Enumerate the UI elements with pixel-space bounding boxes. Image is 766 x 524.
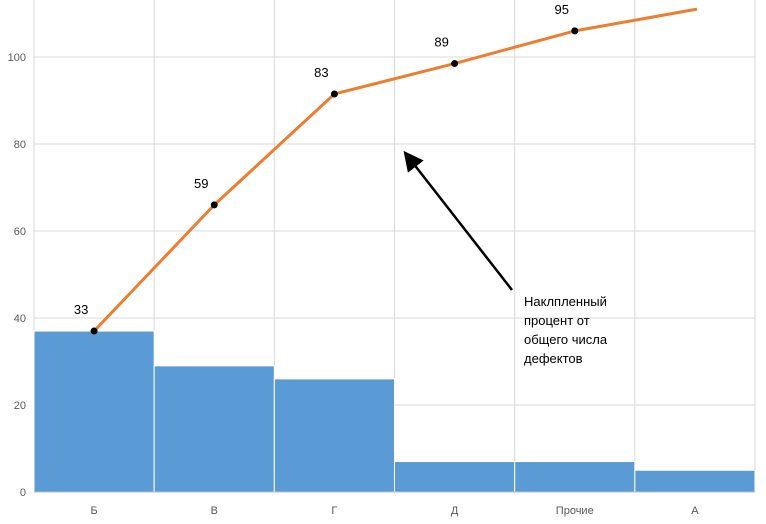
y-tick-label-80: 80 — [14, 139, 26, 151]
x-tick-label-1: В — [211, 505, 218, 517]
line-point-4 — [571, 27, 579, 35]
line-point-3 — [451, 60, 459, 68]
y-tick-label-20: 20 — [14, 400, 26, 412]
y-tick-label-60: 60 — [14, 226, 26, 238]
x-tick-label-5: А — [691, 505, 699, 517]
x-tick-label-2: Г — [331, 505, 337, 517]
bar-1 — [153, 365, 275, 493]
bar-2 — [273, 378, 396, 493]
bar-4 — [514, 461, 636, 493]
arrow-line — [403, 150, 513, 291]
bar-series — [33, 330, 756, 493]
annotation-arrow — [403, 150, 513, 291]
line-point-2 — [330, 90, 338, 98]
annotation-text: Наклпленный процент от общего числа дефе… — [524, 292, 634, 368]
annotation-line-3: общего числа — [524, 332, 608, 347]
bar-5 — [634, 469, 756, 493]
y-tick-label-0: 0 — [20, 487, 26, 499]
data-label-2: 83 — [314, 65, 328, 80]
annotation-line-2: процент от — [524, 313, 590, 328]
annotation-line-1: Наклпленный — [524, 294, 607, 309]
line-point-1 — [210, 201, 218, 209]
annotation-line-4: дефектов — [524, 351, 583, 366]
cumulative-line — [92, 7, 698, 333]
bar-0 — [33, 330, 155, 493]
data-label-3: 89 — [434, 35, 448, 50]
data-labels: 33 59 83 89 95 — [74, 2, 569, 317]
data-label-1: 59 — [194, 176, 208, 191]
bar-3 — [394, 461, 516, 493]
x-axis-ticks: Б В Г Д Прочие А — [90, 505, 699, 517]
gridlines — [33, 0, 756, 492]
y-tick-label-40: 40 — [14, 313, 26, 325]
data-label-0: 33 — [74, 302, 88, 317]
line-markers — [90, 27, 579, 335]
cumulative-line-series — [92, 7, 698, 333]
line-point-0 — [90, 327, 98, 335]
y-tick-label-100: 100 — [8, 52, 26, 64]
x-tick-label-4: Прочие — [556, 505, 594, 517]
x-tick-label-0: Б — [90, 505, 97, 517]
data-label-4: 95 — [555, 2, 569, 17]
y-axis-ticks: 0 20 40 60 80 100 — [8, 52, 26, 499]
x-tick-label-3: Д — [451, 505, 459, 517]
